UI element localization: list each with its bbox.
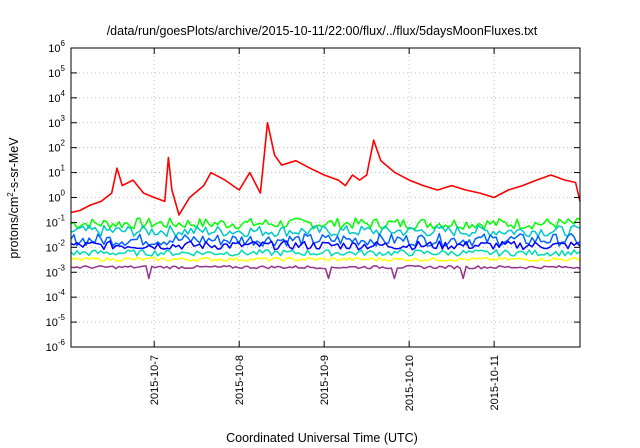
y-tick-label: 10-4 bbox=[46, 288, 66, 304]
y-tick-label: 102 bbox=[48, 139, 65, 155]
y-tick-label: 10-3 bbox=[46, 263, 66, 279]
x-tick-label: 2015-10-9 bbox=[319, 355, 331, 405]
x-tick-label: 2015-10-11 bbox=[489, 355, 501, 410]
x-tick-label: 2015-10-7 bbox=[149, 355, 161, 405]
y-tick-label: 10-2 bbox=[46, 238, 66, 254]
y-tick-label: 104 bbox=[48, 89, 65, 105]
series-line-4 bbox=[70, 240, 581, 251]
series-line-6 bbox=[70, 256, 581, 262]
x-axis: 2015-10-7 2015-10-8 2015-10-9 2015-10-10 201… bbox=[149, 48, 501, 411]
chart-title: /data/run/goesPlots/archive/2015-10-11/2… bbox=[107, 24, 538, 38]
series-line-1 bbox=[70, 217, 581, 230]
series-group bbox=[70, 122, 581, 280]
y-axis-label: protons/cm2-s-sr-MeV bbox=[6, 137, 21, 259]
series-line-5 bbox=[70, 249, 581, 257]
y-axis: 10-6 10-5 10-4 10-3 10-2 10-1 100 101 102 103 104 1… bbox=[46, 39, 580, 354]
x-tick-label: 2015-10-10 bbox=[404, 355, 416, 411]
x-axis-label: Coordinated Universal Time (UTC) bbox=[226, 431, 418, 445]
y-tick-label: 106 bbox=[48, 39, 65, 55]
series-line-7 bbox=[70, 264, 581, 280]
y-tick-label: 100 bbox=[48, 189, 65, 205]
series-line-0 bbox=[70, 122, 581, 216]
y-tick-label: 10-6 bbox=[46, 338, 66, 354]
series-line-3 bbox=[70, 232, 581, 247]
y-tick-label: 10-5 bbox=[46, 313, 66, 329]
y-tick-label: 103 bbox=[48, 114, 65, 130]
grid-lines bbox=[71, 48, 580, 347]
y-tick-label: 10-1 bbox=[46, 213, 66, 229]
y-tick-label: 101 bbox=[48, 164, 65, 180]
series-line-2 bbox=[70, 224, 581, 238]
y-tick-label: 105 bbox=[48, 64, 65, 80]
x-tick-label: 2015-10-8 bbox=[234, 355, 246, 405]
